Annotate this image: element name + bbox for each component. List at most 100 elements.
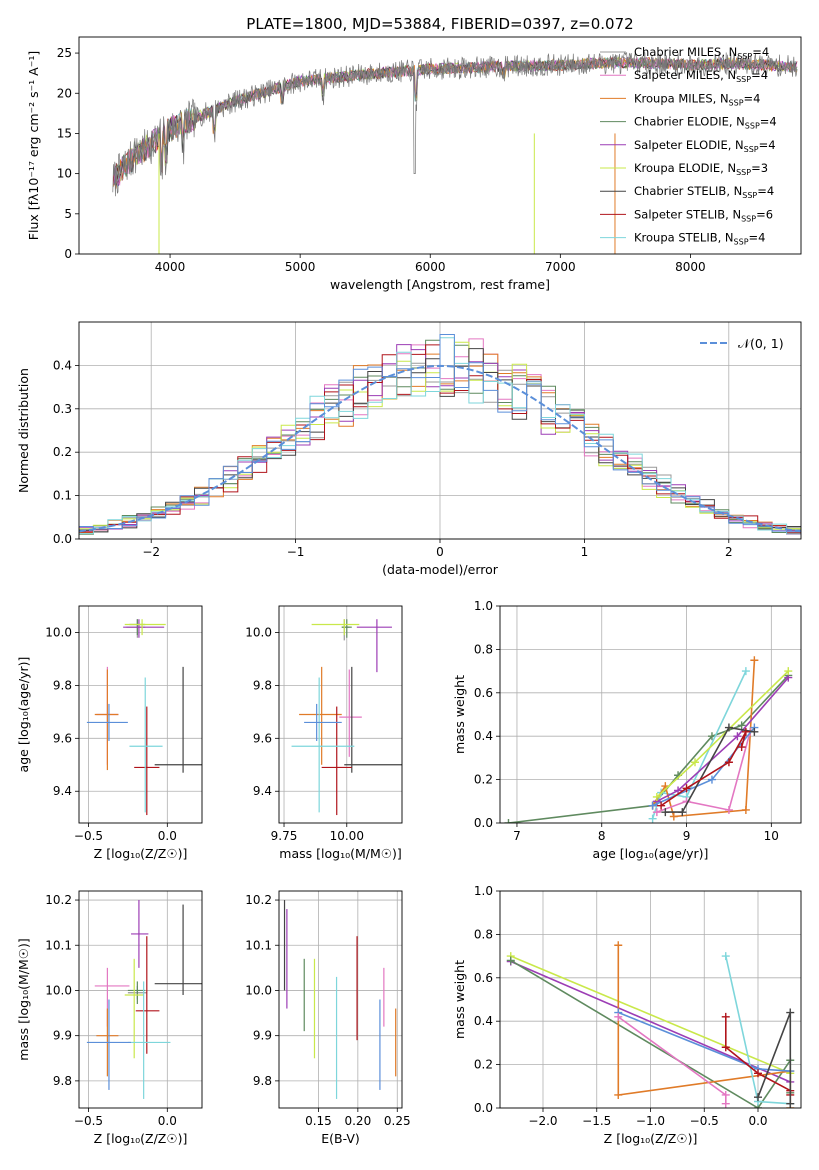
y-tick-label: 0.6 bbox=[474, 686, 493, 700]
mass-weight-marker bbox=[754, 1069, 762, 1078]
mass-weight-line bbox=[617, 1016, 727, 1104]
spectrum-legend: Chabrier MILES, NSSP=4 Salpeter MILES, NS… bbox=[600, 45, 777, 247]
mass-weight-marker bbox=[682, 784, 691, 793]
y-tick-label: 25 bbox=[57, 46, 72, 60]
mass-weight-marker bbox=[691, 758, 700, 767]
mass-weight-marker bbox=[721, 1043, 730, 1052]
mass-weight-line bbox=[757, 1012, 792, 1104]
mass-weight-marker bbox=[754, 1093, 762, 1102]
mass-vs-ebv-panel: 0.15 0.20 0.25 9.8 9.9 10.0 10.1 10.2 E(B-V) bbox=[245, 890, 411, 1146]
legend-label: Chabrier STELIB, NSSP=4 bbox=[634, 184, 774, 200]
y-tick-label: 9.8 bbox=[253, 678, 272, 692]
x-tick-label: −2 bbox=[142, 545, 160, 559]
x-tick-label: 2 bbox=[725, 545, 733, 559]
y-tick-label: 10.0 bbox=[245, 983, 272, 997]
x-axis-label: Z [log₁₀(Z/Z☉)] bbox=[604, 1131, 698, 1146]
mass-weight-marker bbox=[707, 775, 716, 784]
y-tick-label: 10.2 bbox=[45, 893, 72, 907]
y-axis-label: mass [log₁₀(M/M☉)] bbox=[16, 938, 31, 1060]
legend-label: Salpeter STELIB, NSSP=6 bbox=[634, 207, 773, 223]
y-tick-label: 10.0 bbox=[245, 625, 272, 639]
axes-frame bbox=[78, 36, 802, 255]
y-tick-label: 0 bbox=[64, 247, 72, 261]
normal-curve bbox=[79, 364, 801, 533]
mass-weight-marker bbox=[721, 1099, 730, 1108]
mass-weight-line bbox=[656, 677, 789, 803]
x-tick-label: 0.15 bbox=[305, 1114, 332, 1128]
mass-weight-marker bbox=[784, 667, 793, 676]
mass-vs-z-panel: −0.5 0.0 9.8 9.9 10.0 10.1 10.2 Z [log₁₀(Z/Z☉)]… bbox=[16, 890, 203, 1146]
x-tick-label: 0.0 bbox=[748, 1114, 767, 1128]
residual-histogram bbox=[79, 334, 801, 533]
mass-weight-marker bbox=[737, 721, 746, 730]
y-tick-label: 9.9 bbox=[253, 1029, 272, 1043]
figure-title: PLATE=1800, MJD=53884, FIBERID=0397, z=0… bbox=[246, 15, 633, 33]
y-tick-label: 9.9 bbox=[53, 1029, 72, 1043]
y-tick-label: 0.0 bbox=[53, 532, 72, 546]
y-tick-label: 9.8 bbox=[253, 1074, 272, 1088]
mass-weight-marker bbox=[657, 801, 666, 810]
mass-weight-marker bbox=[741, 805, 750, 814]
age-vs-z-panel: −0.5 0.0 9.4 9.6 9.8 10.0 Z [log₁₀(Z/Z☉)] age [… bbox=[16, 605, 203, 861]
x-tick-label: −1 bbox=[287, 545, 305, 559]
mass-weight-marker bbox=[648, 814, 657, 823]
mass-weight-line bbox=[510, 955, 791, 1075]
plot-area bbox=[504, 656, 793, 823]
mass-weight-marker bbox=[750, 727, 759, 736]
mass-weight-marker bbox=[724, 758, 733, 767]
mass-weight-marker bbox=[614, 1012, 623, 1021]
legend-label: Chabrier ELODIE, NSSP=4 bbox=[634, 115, 777, 131]
mass-weight-marker bbox=[721, 1012, 730, 1021]
plot-area bbox=[291, 619, 402, 816]
y-tick-label: 9.6 bbox=[253, 731, 272, 745]
y-tick-label: 10 bbox=[57, 167, 72, 181]
mass-weight-marker bbox=[652, 792, 661, 801]
y-tick-label: 10.2 bbox=[245, 893, 272, 907]
legend-label: 𝒩(0, 1) bbox=[738, 336, 784, 351]
y-axis-label: mass weight bbox=[452, 675, 467, 754]
y-axis-label: mass weight bbox=[452, 960, 467, 1039]
x-axis-label: age [log₁₀(age/yr)] bbox=[593, 846, 709, 861]
mass-weight-line bbox=[656, 670, 789, 798]
mass-weight-marker bbox=[506, 956, 515, 965]
y-tick-label: 0.3 bbox=[53, 402, 72, 416]
y-tick-label: 0.6 bbox=[474, 971, 493, 985]
x-tick-label: 0.20 bbox=[344, 1114, 371, 1128]
mass-weight-marker bbox=[786, 1008, 795, 1017]
axes-frame bbox=[499, 890, 802, 1109]
x-axis-label: Z [log₁₀(Z/Z☉)] bbox=[94, 846, 188, 861]
y-tick-label: 5 bbox=[64, 207, 72, 221]
x-axis-label: E(B-V) bbox=[321, 1131, 360, 1146]
mass-weight-marker bbox=[721, 1090, 730, 1099]
observed-spectrum-line bbox=[112, 50, 798, 197]
y-tick-label: 9.8 bbox=[53, 1074, 72, 1088]
x-tick-label: 0.25 bbox=[384, 1114, 411, 1128]
plot-area bbox=[86, 900, 202, 1099]
y-tick-label: 0.2 bbox=[474, 773, 493, 787]
y-axis-label: Flux [fλ10⁻¹⁷ erg cm⁻² s⁻¹ A⁻¹] bbox=[26, 51, 41, 240]
y-tick-label: 0.4 bbox=[53, 358, 72, 372]
y-axis-label: Normed distribution bbox=[16, 368, 31, 493]
y-tick-label: 10.0 bbox=[45, 625, 72, 639]
y-tick-label: 9.6 bbox=[53, 731, 72, 745]
x-axis-label: wavelength [Angstrom, rest frame] bbox=[330, 277, 550, 292]
mass-weight-line bbox=[651, 670, 747, 819]
spectrum-panel: 4000 5000 6000 7000 8000 0 5 10 15 20 25 wavelength… bbox=[26, 36, 802, 292]
mass-weight-marker bbox=[614, 941, 623, 950]
y-tick-label: 20 bbox=[57, 86, 72, 100]
mass-weight-marker bbox=[652, 808, 661, 817]
mass-weight-marker bbox=[733, 732, 742, 741]
mass-weight-marker bbox=[669, 812, 678, 821]
plot-area bbox=[112, 50, 798, 254]
legend-label: Salpeter ELODIE, NSSP=4 bbox=[634, 138, 776, 154]
y-axis-label: age [log₁₀(age/yr)] bbox=[16, 657, 31, 773]
x-tick-label: 6000 bbox=[415, 260, 446, 274]
mass-weight-marker bbox=[721, 952, 730, 961]
y-tick-label: 0.8 bbox=[474, 927, 493, 941]
legend-label: Chabrier MILES, NSSP=4 bbox=[634, 45, 769, 61]
plot-area bbox=[86, 619, 202, 816]
x-tick-label: −1.5 bbox=[582, 1114, 611, 1128]
mass-weight-marker bbox=[648, 801, 657, 810]
legend-label: Kroupa MILES, NSSP=4 bbox=[634, 91, 760, 107]
